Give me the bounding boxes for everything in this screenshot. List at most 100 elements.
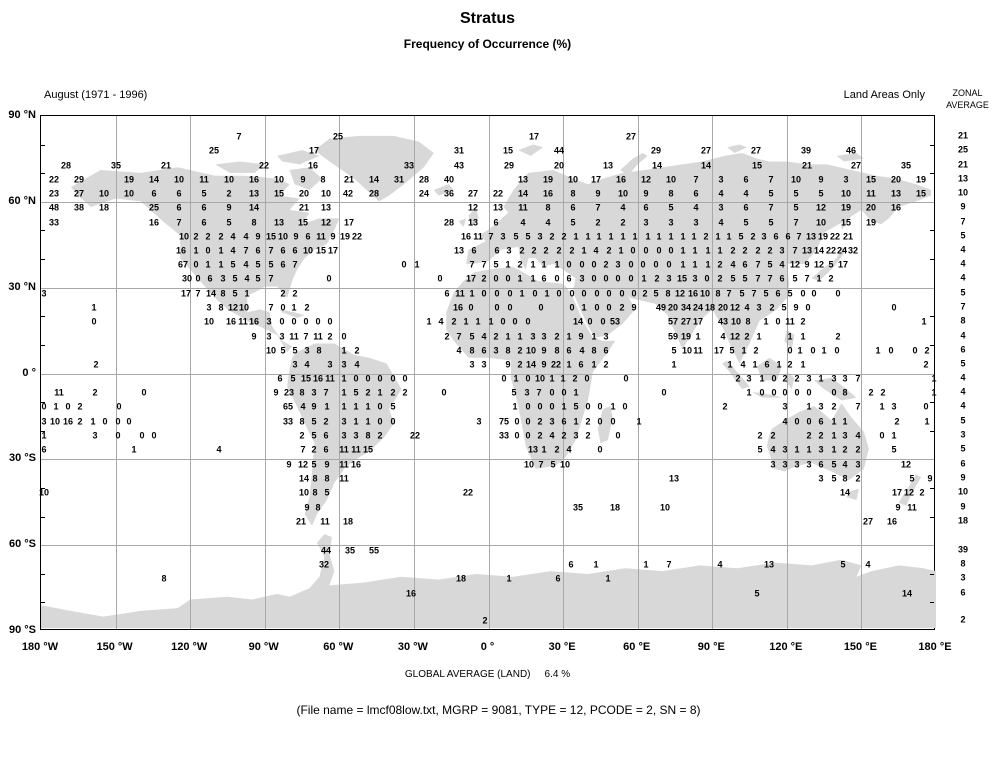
grid-value: 3 (341, 359, 347, 370)
grid-value: 53 (609, 316, 621, 327)
grid-value: 12 (789, 259, 801, 270)
grid-value: 5 (828, 259, 834, 270)
grid-value: 6 (323, 430, 329, 441)
grid-value: 0 (805, 302, 811, 313)
grid-value: 13 (273, 217, 285, 228)
grid-value: 0 (481, 288, 487, 299)
grid-value: 3 (818, 444, 824, 455)
grid-value: 0 (615, 430, 621, 441)
grid-value: 0 (623, 373, 629, 384)
grid-value: 4 (549, 430, 555, 441)
minor-latitude-tick (930, 573, 934, 575)
grid-value: 2 (561, 430, 567, 441)
grid-value: 7 (693, 174, 699, 185)
longitude-gridline (563, 116, 565, 629)
grid-value: 0 (280, 302, 286, 313)
grid-value: 6 (566, 345, 572, 356)
grid-value: 0 (315, 316, 321, 327)
grid-value: 2 (481, 273, 487, 284)
grid-value: 2 (519, 245, 525, 256)
grid-value: 2 (603, 259, 609, 270)
zonal-average-value: 8 (960, 315, 966, 326)
grid-value: 10 (203, 316, 215, 327)
grid-value: 5 (787, 288, 793, 299)
grid-value: 10 (665, 174, 677, 185)
x-axis-tick-label: 60 °E (623, 641, 651, 653)
longitude-gridline (712, 116, 714, 629)
landmass-new-siberian-islands (836, 152, 864, 162)
grid-value: 8 (312, 473, 318, 484)
grid-value: 16 (312, 373, 324, 384)
grid-value: 1 (218, 245, 224, 256)
grid-value: 0 (810, 345, 816, 356)
grid-value: 10 (273, 174, 285, 185)
grid-value: 12 (813, 259, 825, 270)
zonal-average-value: 9 (960, 501, 966, 512)
grid-value: 0 (806, 416, 812, 427)
landmass-japan (811, 246, 847, 281)
minor-latitude-tick (41, 344, 45, 346)
grid-value: 27 (467, 188, 479, 199)
grid-value: 5 (840, 559, 846, 570)
grid-value: 14 (572, 316, 584, 327)
grid-value: 17 (343, 217, 355, 228)
chart-subtitle: Frequency of Occurrence (%) (403, 37, 572, 51)
grid-value: 3 (311, 387, 317, 398)
grid-value: 6 (207, 273, 213, 284)
grid-value: 19 (339, 231, 351, 242)
grid-value: 5 (793, 202, 799, 213)
grid-value: 35 (344, 545, 356, 556)
grid-value: 9 (255, 231, 261, 242)
grid-value: 6 (280, 245, 286, 256)
grid-value: 22 (351, 231, 363, 242)
grid-value: 2 (226, 188, 232, 199)
grid-value: 2 (572, 373, 578, 384)
grid-value: 8 (312, 487, 318, 498)
grid-value: 44 (320, 545, 332, 556)
grid-value: 2 (327, 331, 333, 342)
grid-value: 0 (569, 302, 575, 313)
grid-value: 1 (620, 231, 626, 242)
grid-value: 1 (544, 288, 550, 299)
grid-value: 6 (785, 231, 791, 242)
grid-value: 1 (91, 302, 97, 313)
grid-value: 1 (831, 444, 837, 455)
grid-value: 0 (390, 373, 396, 384)
grid-value: 27 (680, 316, 692, 327)
grid-value: 3 (304, 345, 310, 356)
grid-value: 4 (593, 245, 599, 256)
landmass-madagascar (597, 406, 613, 444)
grid-value: 2 (517, 259, 523, 270)
grid-value: 3 (855, 459, 861, 470)
grid-value: 5 (768, 217, 774, 228)
grid-value: 0 (606, 302, 612, 313)
grid-value: 1 (921, 316, 927, 327)
grid-value: 1 (513, 373, 519, 384)
grid-value: 7 (804, 273, 810, 284)
grid-value: 7 (855, 401, 861, 412)
grid-value: 11 (473, 231, 483, 242)
grid-value: 14 (298, 473, 310, 484)
grid-value: 3 (770, 459, 776, 470)
grid-value: 0 (525, 401, 531, 412)
grid-value: 20 (553, 160, 565, 171)
zonal-average-header: ZONAL AVERAGE (938, 87, 997, 111)
grid-value: 22 (48, 174, 60, 185)
grid-value: 0 (619, 288, 625, 299)
grid-value: 3 (41, 416, 47, 427)
grid-value: 2 (717, 273, 723, 284)
grid-value: 1 (608, 231, 614, 242)
landmass-ellesmere (277, 150, 320, 165)
grid-value: 2 (77, 401, 83, 412)
grid-value: 1 (842, 416, 848, 427)
grid-value: 1 (643, 559, 649, 570)
grid-value: 14 (205, 288, 217, 299)
grid-value: 5 (311, 459, 317, 470)
grid-value: 6 (481, 345, 487, 356)
grid-value: 2 (787, 359, 793, 370)
grid-value: 12 (320, 217, 332, 228)
grid-value: 9 (818, 174, 824, 185)
grid-value: 4 (620, 202, 626, 213)
grid-value: 13 (805, 231, 817, 242)
landmass-arctic-islands (215, 161, 265, 173)
